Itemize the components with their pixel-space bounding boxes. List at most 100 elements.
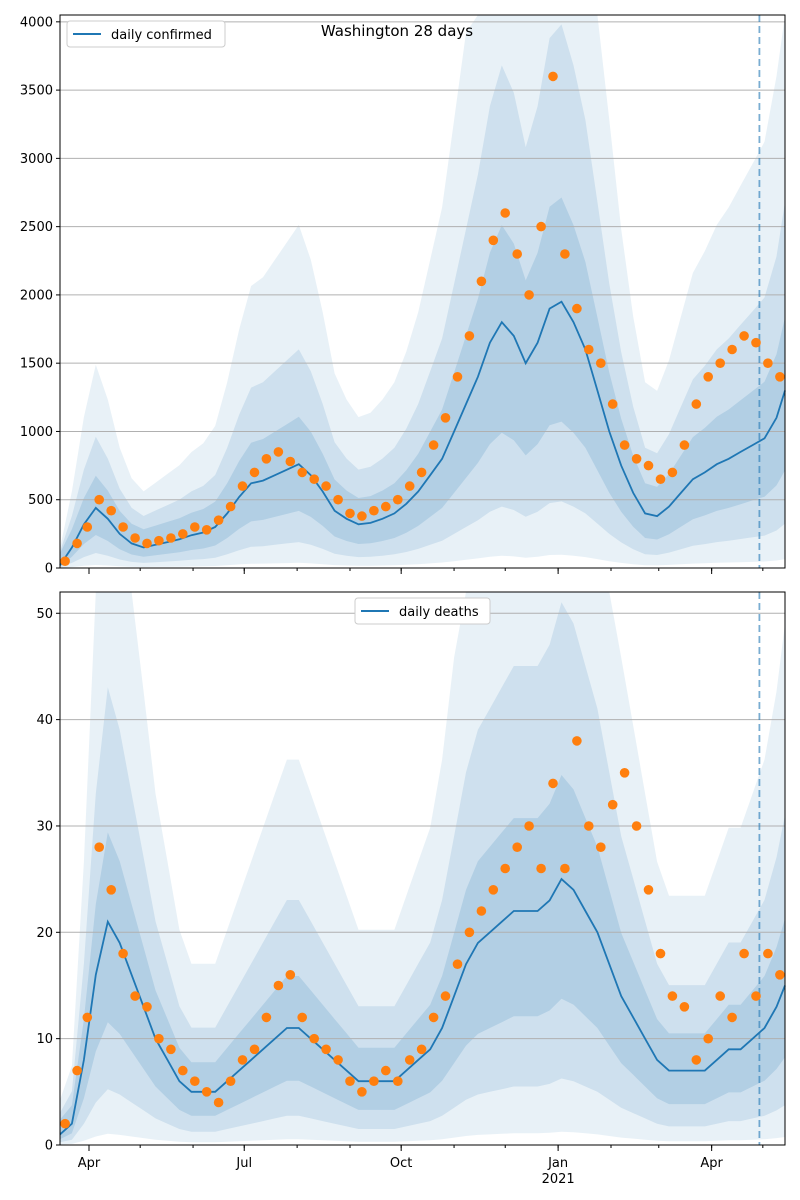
scatter-point xyxy=(500,863,511,874)
scatter-point xyxy=(369,1076,379,1086)
scatter-point xyxy=(321,481,331,491)
scatter-point xyxy=(309,474,320,485)
scatter-point xyxy=(166,1044,176,1055)
scatter-point xyxy=(237,1055,248,1065)
scatter-point xyxy=(285,456,296,467)
scatter-point xyxy=(691,1055,702,1065)
scatter-point xyxy=(679,1002,690,1012)
scatter-point xyxy=(345,508,355,519)
scatter-point xyxy=(440,991,451,1001)
scatter-point xyxy=(190,522,200,532)
scatter-point xyxy=(404,1055,415,1065)
scatter-point xyxy=(763,358,773,369)
scatter-point xyxy=(775,372,785,382)
confirmed-panel: 0 500 1000 1500 2000 2500 3000 3500 4000 Washing… xyxy=(20,14,786,577)
scatter-point xyxy=(321,1044,331,1055)
y-tick-label: 3000 xyxy=(20,152,53,167)
scatter-point xyxy=(452,959,463,969)
scatter-point xyxy=(60,1118,70,1129)
scatter-point xyxy=(190,1076,200,1086)
y-tick-label: 40 xyxy=(36,713,53,728)
scatter-point xyxy=(619,440,630,450)
scatter-point xyxy=(703,1033,713,1044)
confirmed-line-series xyxy=(59,300,786,566)
scatter-point xyxy=(261,454,272,464)
y-tick-label: 2500 xyxy=(20,220,53,235)
x-tick-label: Jul xyxy=(235,1156,252,1171)
y-tick-label: 4000 xyxy=(20,15,53,30)
scatter-point xyxy=(273,980,284,991)
scatter-point xyxy=(727,1012,737,1023)
scatter-point xyxy=(225,501,236,512)
scatter-point xyxy=(213,1097,224,1108)
scatter-point xyxy=(500,208,511,218)
scatter-point xyxy=(249,1044,260,1055)
scatter-point xyxy=(560,249,570,259)
uncertainty-band-1 xyxy=(60,592,785,1145)
scatter-point xyxy=(739,331,749,341)
scatter-point xyxy=(60,556,70,566)
scatter-point xyxy=(643,885,654,895)
confirmed-scatter-series xyxy=(60,71,785,566)
scatter-point xyxy=(584,821,594,831)
scatter-point xyxy=(584,344,594,355)
scatter-point xyxy=(572,303,582,314)
scatter-point xyxy=(536,863,546,874)
x-tick-label: Apr xyxy=(700,1156,723,1171)
scatter-point xyxy=(416,467,427,478)
scatter-point xyxy=(715,991,725,1001)
scatter-point xyxy=(297,1012,308,1023)
scatter-point xyxy=(655,474,666,485)
y-tick-label: 50 xyxy=(36,607,53,622)
y-tick-label: 20 xyxy=(36,926,53,941)
deaths-scatter-series xyxy=(60,736,785,1129)
scatter-point xyxy=(667,467,678,478)
scatter-point xyxy=(512,842,522,852)
legend-daily-confirmed: daily confirmed xyxy=(111,28,212,43)
deaths-axes-frame xyxy=(59,591,786,1146)
scatter-point xyxy=(428,440,439,450)
y-tick-label: 500 xyxy=(28,493,53,508)
scatter-point xyxy=(560,863,570,874)
scatter-point xyxy=(345,1076,355,1086)
scatter-point xyxy=(464,331,475,341)
deaths-legend: daily deaths xyxy=(354,597,491,625)
scatter-point xyxy=(631,821,642,831)
deaths-y-axis: 0 10 20 30 40 50 xyxy=(36,607,60,1154)
scatter-point xyxy=(142,538,152,549)
scatter-point xyxy=(72,538,82,549)
uncertainty-band-3 xyxy=(60,197,785,567)
y-tick-label: 0 xyxy=(45,562,53,577)
scatter-point xyxy=(751,991,761,1001)
scatter-point xyxy=(118,948,128,959)
scatter-point xyxy=(739,948,749,959)
scatter-point xyxy=(249,467,260,478)
scatter-point xyxy=(357,1087,367,1097)
scatter-point xyxy=(130,991,140,1001)
scatter-point xyxy=(309,1033,320,1044)
scatter-point xyxy=(488,885,499,895)
scatter-point xyxy=(201,525,212,535)
scatter-point xyxy=(201,1087,212,1097)
confirmed-axes-frame xyxy=(59,14,786,569)
scatter-point xyxy=(524,821,534,831)
y-tick-label: 3500 xyxy=(20,84,53,99)
scatter-point xyxy=(548,778,558,789)
chart-title: Washington 28 days xyxy=(321,22,473,40)
scatter-point xyxy=(476,906,487,916)
scatter-point xyxy=(333,494,343,505)
scatter-point xyxy=(452,372,463,382)
scatter-point xyxy=(369,505,379,516)
scatter-point xyxy=(142,1002,152,1012)
y-tick-label: 1500 xyxy=(20,357,53,372)
scatter-point xyxy=(667,991,678,1001)
scatter-point xyxy=(154,535,164,546)
scatter-point xyxy=(416,1044,427,1055)
x-tick-label: Jan xyxy=(547,1156,568,1171)
scatter-point xyxy=(225,1076,236,1086)
scatter-point xyxy=(691,399,702,409)
scatter-point xyxy=(106,885,116,895)
series-line-daily-confirmed xyxy=(59,300,786,566)
